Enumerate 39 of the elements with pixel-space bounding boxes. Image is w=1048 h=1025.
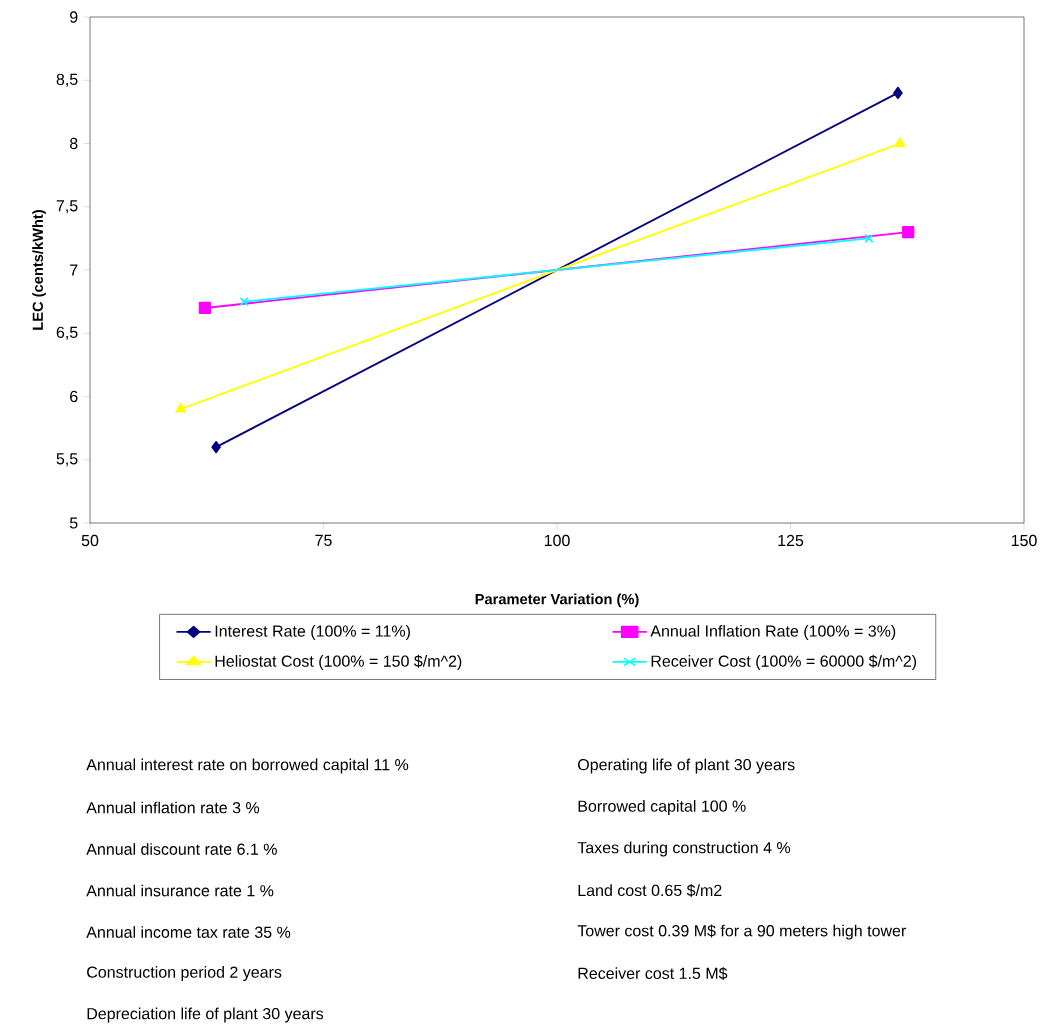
x-tick-label: 125: [778, 534, 804, 547]
text: Annual interest rate on borrowed capital 11 %: [86, 758, 409, 774]
text: Borrowed capital 100 %: [578, 800, 746, 815]
legend-label: Annual Inflation Rate (100% = 3%): [650, 625, 896, 640]
y-tick-label: 8: [69, 137, 78, 150]
legend-label: Receiver Cost (100% = 60000 $/m^2): [651, 654, 917, 670]
text: Annual discount rate 6.1 %: [86, 843, 277, 855]
point: [198, 301, 212, 315]
y-tick-label: 5: [69, 517, 78, 529]
text: Tower cost 0.39 M$ for a 90 meters high tower: [577, 924, 906, 940]
x-tick-label: 150: [1011, 534, 1037, 547]
text: Annual income tax rate 35 %: [86, 926, 291, 938]
text: Annual insurance rate 1 %: [86, 884, 274, 897]
y-tick-label: 6: [70, 390, 78, 403]
point: [211, 440, 221, 454]
text: Construction period 2 years: [87, 966, 282, 981]
point: [902, 225, 915, 239]
x-tick-label: 100: [544, 534, 570, 547]
text: Taxes during construction 4 %: [577, 841, 791, 857]
text: Land cost 0.65 $/m2: [578, 884, 722, 897]
legend-label: Interest Rate (100% = 11%): [215, 625, 410, 640]
y-tick-label: 6,5: [56, 326, 78, 340]
text: Operating life of plant 30 years: [578, 758, 795, 774]
text: Annual inflation rate 3 %: [86, 801, 260, 814]
x-axis-title: Parameter Variation (%): [475, 593, 639, 608]
y-tick-label: 5,5: [56, 453, 78, 467]
text: Receiver cost 1.5 M$: [578, 967, 728, 980]
text: Depreciation life of plant 30 years: [87, 1007, 324, 1023]
y-axis-title: LEC (cents/kWht): [32, 210, 46, 330]
y-tick-label: 8,5: [56, 73, 78, 87]
y-tick-label: 9: [70, 11, 78, 23]
x-tick-label: 50: [81, 534, 99, 547]
point: [239, 297, 249, 307]
legend-label: Heliostat Cost (100% = 150 $/m^2): [215, 654, 462, 670]
y-tick-label: 7: [70, 264, 78, 276]
x-tick-label: 75: [315, 534, 332, 546]
y-tick-label: 7,5: [56, 200, 78, 214]
point: [864, 233, 874, 243]
point: [893, 86, 903, 100]
